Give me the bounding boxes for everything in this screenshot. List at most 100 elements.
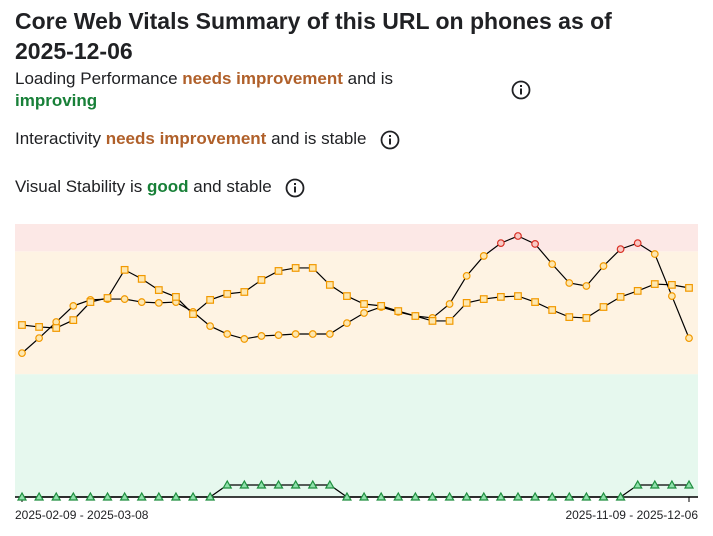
point [632, 479, 643, 489]
point [616, 292, 625, 301]
point [137, 298, 146, 306]
point [274, 331, 283, 340]
point [69, 316, 78, 324]
point [514, 292, 522, 300]
point [496, 239, 505, 248]
point [18, 321, 26, 329]
point [187, 491, 199, 501]
point [69, 302, 78, 310]
point [308, 330, 317, 338]
point [290, 479, 301, 489]
point [325, 330, 334, 338]
status: needs improvement [105, 129, 267, 148]
point [496, 292, 505, 301]
point [598, 491, 609, 501]
point [685, 334, 693, 343]
point [153, 491, 164, 501]
series-line [21, 267, 690, 329]
point [136, 491, 147, 501]
point [273, 479, 284, 489]
point [427, 491, 438, 501]
point [410, 491, 421, 501]
point [154, 298, 163, 307]
point [650, 250, 659, 258]
point [548, 260, 557, 269]
text: Visual Stability is [15, 177, 143, 196]
point [343, 319, 351, 327]
point [548, 306, 557, 314]
band [15, 224, 698, 252]
point [102, 491, 113, 501]
point [291, 264, 300, 272]
point [599, 262, 608, 270]
point [85, 491, 96, 501]
point [599, 303, 608, 311]
point [154, 286, 163, 294]
point [633, 239, 642, 248]
point [172, 292, 180, 301]
summary-line: Interactivity needs improvement and is s… [15, 128, 401, 151]
point [324, 479, 335, 489]
point [206, 322, 215, 331]
point [667, 292, 676, 300]
point [495, 491, 506, 501]
point [683, 479, 695, 489]
status: improving [15, 91, 98, 110]
text: and is stable [271, 129, 367, 148]
point [377, 302, 386, 310]
point [35, 334, 44, 343]
point [341, 491, 352, 501]
text: and is [347, 69, 393, 88]
point [428, 317, 437, 325]
point [649, 479, 660, 489]
point [16, 491, 28, 501]
text: Interactivity [15, 129, 101, 148]
point [633, 286, 642, 295]
title: Core Web Vitals Summary of this URL on p… [15, 8, 612, 64]
point [239, 479, 250, 489]
info-icon[interactable] [510, 79, 532, 101]
point [257, 276, 266, 284]
point [360, 300, 368, 308]
point [343, 292, 351, 300]
x-tick-label: 2025-02-09 - 2025-03-08 [15, 508, 149, 522]
series-line [21, 235, 690, 354]
point [51, 491, 62, 501]
point [240, 288, 249, 296]
point [240, 335, 249, 343]
point [86, 298, 95, 306]
point [461, 491, 472, 501]
point [205, 491, 216, 501]
point [68, 491, 79, 501]
point [257, 332, 266, 340]
point [547, 491, 558, 501]
status: good [146, 177, 189, 196]
point [685, 283, 693, 292]
info-icon[interactable] [379, 129, 401, 151]
point [582, 282, 591, 290]
point [565, 279, 574, 287]
summary-text: Interactivity needs improvement and is s… [15, 129, 367, 148]
point [325, 280, 334, 289]
point [462, 298, 471, 307]
point [52, 324, 61, 332]
summary-text: Loading Performance needs improvement an… [15, 68, 435, 112]
point [444, 491, 455, 501]
series-line [22, 484, 689, 498]
summary-line: Visual Stability is good and stable [15, 176, 306, 199]
point [189, 310, 197, 318]
point [394, 307, 403, 315]
point [666, 479, 677, 489]
point [360, 309, 368, 317]
point [530, 491, 541, 501]
summary-text: Visual Stability is good and stable [15, 177, 272, 196]
status: needs improvement [182, 69, 343, 88]
point [103, 294, 112, 302]
info-icon[interactable] [284, 177, 306, 199]
point [581, 491, 592, 501]
point [170, 491, 181, 501]
point [667, 280, 676, 289]
point [274, 267, 283, 275]
